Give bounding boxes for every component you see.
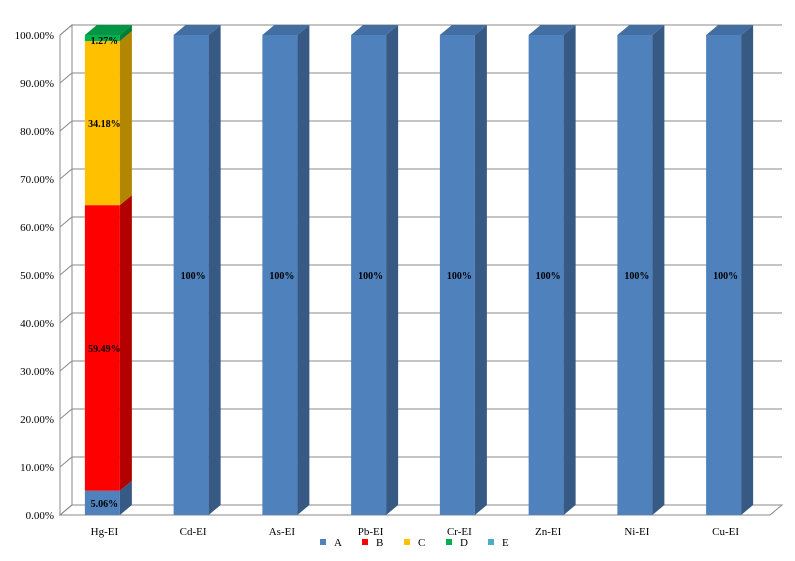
data-label: 100%: [624, 271, 649, 282]
y-tick-label: 20.00%: [20, 414, 54, 426]
y-axis: 0.00% 10.00% 20.00% 30.00% 40.00% 50.00% 60.00…: [15, 30, 61, 522]
data-label: 100%: [447, 271, 472, 282]
gridline: [59, 216, 782, 228]
bar-top-A: [706, 25, 754, 35]
bars: [84, 25, 754, 515]
bar-segment-A: [84, 490, 120, 515]
bar-side-A: [563, 25, 576, 515]
y-tick-label: 80.00%: [20, 126, 54, 138]
y-tick-label: 90.00%: [20, 78, 54, 90]
y-tick-label: 10.00%: [20, 462, 54, 474]
x-tick-label: As-EI: [269, 526, 296, 538]
data-label: 1.27%: [91, 36, 119, 47]
chart-walls: [58, 23, 784, 517]
x-tick-label: Hg-EI: [91, 526, 119, 538]
bar-side-D: [119, 25, 132, 42]
data-label: 59.49%: [88, 344, 121, 355]
bar-side-C: [119, 31, 132, 206]
bar-side-A: [208, 25, 221, 515]
bar-segment-B: [84, 205, 120, 491]
data-label: 100%: [713, 271, 738, 282]
y-tick-label: 100.00%: [15, 30, 54, 42]
y-tick-label: 0.00%: [26, 510, 54, 522]
bar-segment-A: [439, 35, 475, 515]
bar-segment-A: [262, 35, 298, 515]
data-label: 34.18%: [88, 119, 121, 130]
legend-label: A: [334, 537, 342, 549]
gridline: [59, 168, 782, 180]
bar-segment-A: [351, 35, 387, 515]
bar-top-A: [528, 25, 576, 35]
legend-swatch-B: [362, 539, 368, 545]
bar-side-A: [119, 480, 132, 515]
bar-segment-A: [173, 35, 209, 515]
x-tick-label: Zn-EI: [535, 526, 562, 538]
y-tick-label: 30.00%: [20, 366, 54, 378]
gridline: [59, 264, 782, 276]
bar-top-A: [351, 25, 399, 35]
legend-label: D: [460, 537, 468, 549]
gridline: [59, 360, 782, 372]
gridline: [59, 408, 782, 420]
data-label: 100%: [536, 271, 561, 282]
bar-segment-C: [84, 41, 120, 206]
x-tick-label: Pb-EI: [358, 526, 384, 538]
x-tick-label: Cd-EI: [180, 526, 207, 538]
y-tick-label: 40.00%: [20, 318, 54, 330]
bar-side-A: [474, 25, 487, 515]
bar-side-B: [119, 195, 132, 491]
gridline: [59, 312, 782, 324]
bar-segment-A: [706, 35, 742, 515]
data-label: 100%: [269, 271, 294, 282]
bar-side-A: [741, 25, 754, 515]
legend-label: C: [418, 537, 425, 549]
legend-swatch-E: [488, 539, 494, 545]
bar-top-A: [617, 25, 665, 35]
gridlines: [59, 24, 782, 516]
bar-segment-A: [528, 35, 564, 515]
y-tick-label: 70.00%: [20, 174, 54, 186]
bar-side-A: [652, 25, 665, 515]
gridline: [59, 456, 782, 468]
x-tick-label: Ni-EI: [624, 526, 649, 538]
data-labels: 5.06% 59.49% 34.18% 1.27% 100% 100% 100% 100% 10…: [88, 36, 738, 510]
data-label: 5.06%: [91, 499, 119, 510]
x-tick-label: Cu-EI: [712, 526, 739, 538]
bar-top-A: [439, 25, 487, 35]
x-tick-label: Cr-EI: [447, 526, 472, 538]
legend-swatch-C: [404, 539, 410, 545]
bar-segment-A: [617, 35, 653, 515]
data-label: 100%: [181, 271, 206, 282]
legend-swatch-D: [446, 539, 452, 545]
legend-swatch-A: [320, 539, 326, 545]
legend: A B C D E: [320, 537, 509, 549]
y-tick-label: 60.00%: [20, 222, 54, 234]
legend-label: B: [376, 537, 383, 549]
x-axis: Hg-EI Cd-EI As-EI Pb-EI Cr-EI Zn-EI Ni-EI Cu-EI: [91, 526, 740, 538]
gridline: [59, 72, 782, 84]
bar-side-A: [386, 25, 399, 515]
data-label: 100%: [358, 271, 383, 282]
gridline: [59, 120, 782, 132]
floor: [58, 504, 784, 516]
bar-segment-D: [84, 35, 120, 42]
gridline: [59, 24, 782, 36]
legend-label: E: [502, 537, 509, 549]
bar-top-D: [84, 25, 132, 35]
bar-side-A: [297, 25, 310, 515]
bar-top-A: [173, 25, 221, 35]
bar-top-A: [262, 25, 310, 35]
y-tick-label: 50.00%: [20, 270, 54, 282]
